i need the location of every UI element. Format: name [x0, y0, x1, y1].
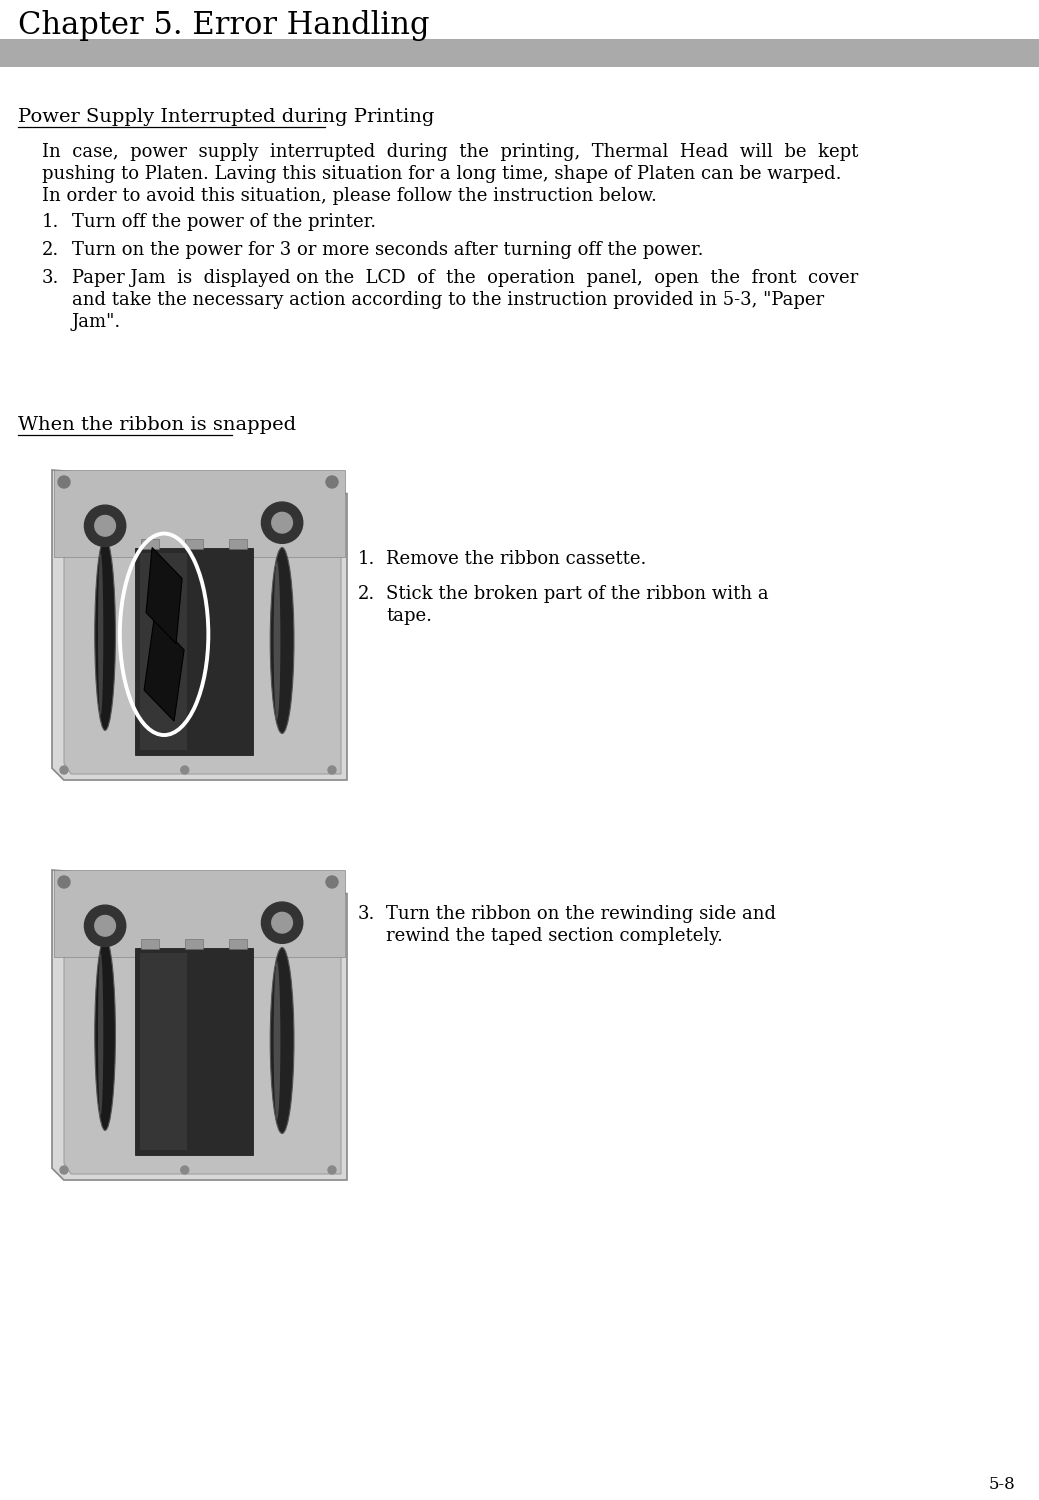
Circle shape — [95, 915, 115, 936]
Ellipse shape — [98, 552, 103, 716]
Text: In  case,  power  supply  interrupted  during  the  printing,  Thermal  Head  wi: In case, power supply interrupted during… — [42, 142, 858, 160]
Text: and take the necessary action according to the instruction provided in 5‑3, "Pap: and take the necessary action according … — [72, 291, 824, 309]
Text: 3.: 3. — [358, 904, 375, 922]
Ellipse shape — [95, 538, 115, 730]
Circle shape — [181, 1166, 189, 1174]
Polygon shape — [52, 870, 347, 1180]
Text: Power Supply Interrupted during Printing: Power Supply Interrupted during Printing — [18, 108, 434, 126]
Polygon shape — [146, 548, 182, 644]
Circle shape — [60, 1166, 68, 1174]
Text: Turn on the power for 3 or more seconds after turning off the power.: Turn on the power for 3 or more seconds … — [72, 242, 703, 260]
Text: Jam".: Jam". — [72, 314, 122, 332]
Circle shape — [60, 766, 68, 774]
Polygon shape — [144, 620, 184, 722]
Bar — [135, 548, 252, 754]
Bar — [139, 552, 187, 750]
Polygon shape — [64, 876, 341, 1174]
Text: 1.: 1. — [42, 213, 59, 231]
Text: 1.: 1. — [358, 550, 375, 568]
Polygon shape — [52, 470, 347, 780]
Text: 3.: 3. — [42, 268, 59, 286]
Circle shape — [95, 516, 115, 536]
Polygon shape — [64, 476, 341, 774]
Circle shape — [58, 476, 70, 488]
Bar — [140, 538, 159, 549]
Bar — [135, 948, 252, 1155]
Ellipse shape — [95, 938, 115, 1131]
Text: Turn off the power of the printer.: Turn off the power of the printer. — [72, 213, 376, 231]
Circle shape — [328, 1166, 336, 1174]
Text: Chapter 5. Error Handling: Chapter 5. Error Handling — [18, 10, 429, 40]
Ellipse shape — [98, 952, 103, 1116]
Bar — [229, 939, 247, 950]
Text: 2.: 2. — [42, 242, 59, 260]
Text: tape.: tape. — [387, 608, 432, 625]
Ellipse shape — [270, 548, 294, 734]
Text: Paper Jam  is  displayed on the  LCD  of  the  operation  panel,  open  the  fro: Paper Jam is displayed on the LCD of the… — [72, 268, 858, 286]
Circle shape — [181, 766, 189, 774]
Text: Stick the broken part of the ribbon with a: Stick the broken part of the ribbon with… — [387, 585, 769, 603]
Ellipse shape — [270, 948, 294, 1134]
Bar — [185, 939, 203, 950]
Circle shape — [84, 506, 126, 546]
Text: 5-8: 5-8 — [988, 1476, 1015, 1492]
Bar — [140, 939, 159, 950]
Circle shape — [84, 904, 126, 946]
Bar — [229, 538, 247, 549]
Text: pushing to Platen. Laving this situation for a long time, shape of Platen can be: pushing to Platen. Laving this situation… — [42, 165, 842, 183]
Text: 2.: 2. — [358, 585, 375, 603]
Text: Remove the ribbon cassette.: Remove the ribbon cassette. — [387, 550, 646, 568]
Circle shape — [262, 902, 302, 944]
Circle shape — [272, 513, 292, 532]
Circle shape — [326, 876, 338, 888]
Ellipse shape — [273, 962, 281, 1119]
Bar — [0, 39, 1039, 68]
Circle shape — [58, 876, 70, 888]
Bar — [54, 470, 345, 556]
Text: When the ribbon is snapped: When the ribbon is snapped — [18, 416, 296, 434]
Circle shape — [272, 912, 292, 933]
Text: Turn the ribbon on the rewinding side and: Turn the ribbon on the rewinding side an… — [387, 904, 776, 922]
Bar — [185, 538, 203, 549]
Circle shape — [262, 503, 302, 543]
Text: rewind the taped section completely.: rewind the taped section completely. — [387, 927, 723, 945]
Bar — [139, 952, 187, 1150]
Ellipse shape — [273, 561, 281, 720]
Circle shape — [328, 766, 336, 774]
Circle shape — [326, 476, 338, 488]
Bar — [54, 870, 345, 957]
Text: In order to avoid this situation, please follow the instruction below.: In order to avoid this situation, please… — [42, 188, 657, 206]
